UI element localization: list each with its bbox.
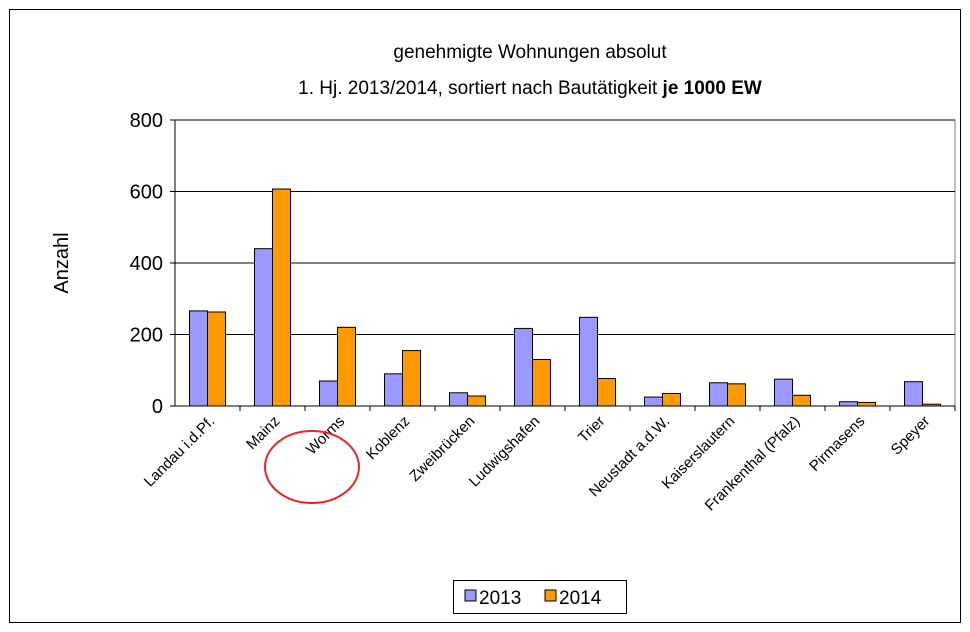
highlight-circle — [264, 430, 360, 504]
y-tick-label: 400 — [130, 253, 163, 275]
bar — [774, 378, 793, 407]
legend: 2013 2014 — [464, 588, 602, 609]
bar — [839, 401, 858, 407]
bar — [662, 392, 681, 407]
y-tick-label: 200 — [130, 325, 163, 347]
bar — [904, 381, 923, 407]
bar — [319, 380, 338, 407]
bar — [254, 248, 273, 407]
bar — [272, 188, 291, 407]
legend-box — [453, 580, 627, 614]
y-tick-label: 800 — [130, 110, 163, 132]
bar — [337, 326, 356, 407]
subtitle-text: 1. Hj. 2013/2014, sortiert nach Bautätig… — [298, 78, 658, 99]
bar — [402, 350, 421, 407]
legend-label: 2014 — [559, 588, 602, 609]
bar — [532, 359, 551, 407]
bar — [189, 310, 208, 407]
bar — [384, 373, 403, 407]
chart-subtitle: 1. Hj. 2013/2014, sortiert nach Bautätig… — [298, 78, 762, 99]
bar — [597, 377, 616, 407]
legend-swatch — [464, 589, 477, 602]
bar — [449, 392, 468, 407]
legend-label: 2013 — [479, 588, 521, 609]
bar — [727, 383, 746, 407]
bar — [709, 382, 728, 407]
bar — [579, 316, 598, 407]
y-tick-label: 600 — [130, 182, 163, 204]
chart-title: genehmigte Wohnungen absolut — [393, 42, 667, 63]
bar — [857, 401, 876, 407]
bar — [467, 395, 486, 407]
y-axis-label: Anzahl — [51, 232, 73, 293]
legend-swatch — [544, 589, 557, 602]
bar — [514, 327, 533, 407]
subtitle-bold: je 1000 EW — [662, 78, 762, 99]
bar — [792, 394, 811, 407]
bar — [922, 403, 941, 407]
bar — [207, 311, 226, 407]
y-tick-label: 0 — [152, 396, 163, 418]
bar — [644, 396, 663, 407]
